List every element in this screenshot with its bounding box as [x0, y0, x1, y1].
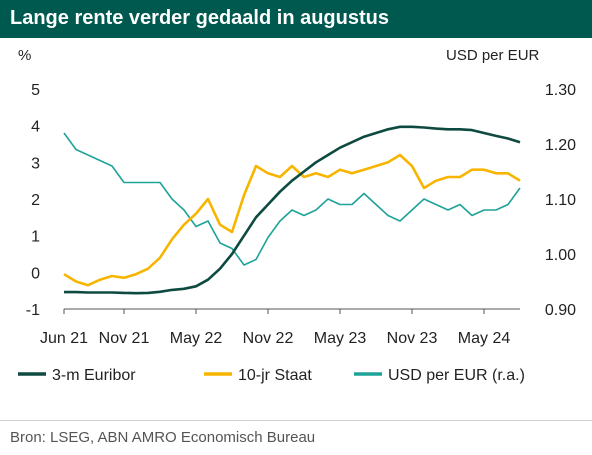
- right-tick-label: 1.00: [545, 247, 576, 264]
- series-line: [64, 125, 521, 295]
- right-tick-label: 1.20: [545, 137, 576, 154]
- divider: [0, 420, 592, 421]
- legend-label: 10-jr Staat: [238, 367, 312, 384]
- x-tick-label: May 24: [458, 330, 511, 347]
- legend-label: USD per EUR (r.a.): [388, 367, 525, 384]
- x-tick-label: Jun 21: [40, 330, 88, 347]
- source-note: Bron: LSEG, ABN AMRO Economisch Bureau: [10, 429, 316, 446]
- x-axis: Jun 21 Nov 21 May 22 Nov 22 May 23 Nov 23 May …: [40, 309, 510, 347]
- series-group: [63, 125, 521, 295]
- right-tick-label: 1.10: [545, 192, 576, 209]
- chart-title: Lange rente verder gedaald in augustus: [10, 7, 389, 29]
- title-bar: Lange rente verder gedaald in augustus: [0, 0, 592, 38]
- legend-label: 3-m Euribor: [52, 367, 136, 384]
- series-line: [63, 153, 521, 287]
- left-axis-label: %: [18, 47, 31, 64]
- x-tick-label: May 22: [170, 330, 223, 347]
- line-chart: % USD per EUR 5 4 3 2 1 0 -1 1.30 1.20 1.10 1.00 0…: [18, 47, 576, 384]
- legend: 3-m Euribor 10-jr Staat USD per EUR (r.a.): [18, 367, 525, 384]
- left-tick-label: 4: [31, 119, 40, 136]
- left-tick-label: 2: [31, 192, 40, 209]
- left-tick-label: 5: [31, 82, 40, 99]
- series-line: [63, 132, 521, 266]
- left-tick-label: 0: [31, 265, 40, 282]
- left-tick-label: -1: [26, 302, 40, 319]
- right-tick-label: 0.90: [545, 302, 576, 319]
- x-tick-label: Nov 23: [387, 330, 438, 347]
- x-tick-label: May 23: [314, 330, 367, 347]
- left-tick-label: 3: [31, 155, 40, 172]
- right-axis-label: USD per EUR: [446, 47, 540, 64]
- left-tick-label: 1: [31, 229, 40, 246]
- right-y-axis: 1.30 1.20 1.10 1.00 0.90: [545, 82, 576, 319]
- x-tick-label: Nov 22: [243, 330, 294, 347]
- right-tick-label: 1.30: [545, 82, 576, 99]
- left-y-axis: 5 4 3 2 1 0 -1: [26, 82, 40, 319]
- x-tick-label: Nov 21: [99, 330, 150, 347]
